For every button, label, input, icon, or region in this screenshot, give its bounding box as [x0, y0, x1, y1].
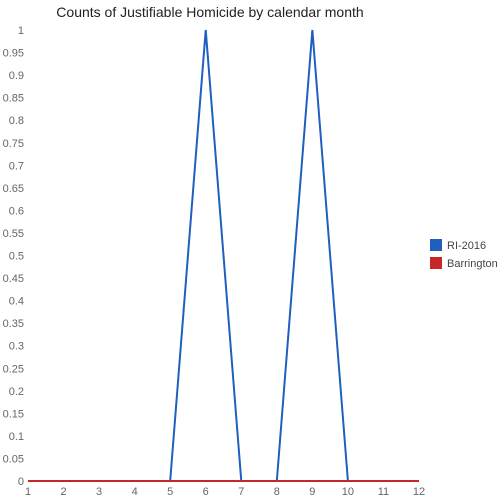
x-tick-label: 2	[60, 486, 66, 498]
y-tick-label: 0.85	[3, 93, 24, 105]
x-tick-label: 7	[238, 486, 244, 498]
y-tick-label: 0.05	[3, 453, 24, 465]
x-tick-label: 8	[274, 486, 280, 498]
y-tick-label: 0.5	[9, 251, 24, 263]
x-tick-label: 4	[132, 486, 138, 498]
x-tick-label: 10	[342, 486, 354, 498]
y-tick-label: 0.1	[9, 431, 24, 443]
y-tick-label: 0.2	[9, 386, 24, 398]
x-tick-label: 11	[378, 486, 389, 498]
legend-label-ri-2016: RI-2016	[447, 240, 486, 252]
y-tick-label: 0.9	[9, 70, 24, 82]
y-tick-label: 0.75	[3, 138, 24, 150]
y-tick-label: 0.65	[3, 183, 24, 195]
legend-swatch-barrington	[430, 257, 442, 269]
y-tick-label: 0.3	[9, 341, 24, 353]
y-tick-label: 0.35	[3, 318, 24, 330]
x-tick-label: 1	[25, 486, 31, 498]
y-tick-label: 0.7	[9, 160, 24, 172]
y-tick-label: 0.15	[3, 408, 24, 420]
y-tick-label: 0	[18, 476, 24, 488]
legend-swatch-ri-2016	[430, 239, 442, 251]
legend-label-barrington: Barrington	[447, 258, 498, 270]
series-line-ri-2016	[28, 29, 419, 482]
y-tick-label: 0.8	[9, 115, 24, 127]
series-lines	[28, 29, 419, 482]
x-tick-label: 3	[96, 486, 102, 498]
x-tick-label: 6	[203, 486, 209, 498]
x-tick-label: 9	[309, 486, 315, 498]
chart-title: Counts of Justifiable Homicide by calend…	[56, 4, 363, 20]
x-tick-label: 5	[167, 486, 173, 498]
y-axis-ticks: 0 0.05 0.1 0.15 0.2 0.25 0.3 0.35 0.4 0.45 0.5 0.55…	[3, 25, 24, 488]
y-tick-label: 1	[18, 25, 24, 37]
x-axis-ticks: 1 2 3 4 5 6 7 8 9 10 11 12	[25, 486, 425, 498]
y-tick-label: 0.4	[9, 296, 24, 308]
y-tick-label: 0.6	[9, 205, 24, 217]
x-tick-label: 12	[413, 486, 425, 498]
y-tick-label: 0.45	[3, 273, 24, 285]
y-tick-label: 0.25	[3, 363, 24, 375]
y-tick-label: 0.55	[3, 228, 24, 240]
legend: RI-2016 Barrington	[430, 239, 498, 270]
y-tick-label: 0.95	[3, 48, 24, 60]
